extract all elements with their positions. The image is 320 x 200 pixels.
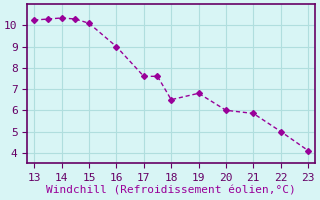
X-axis label: Windchill (Refroidissement éolien,°C): Windchill (Refroidissement éolien,°C)	[46, 186, 296, 196]
